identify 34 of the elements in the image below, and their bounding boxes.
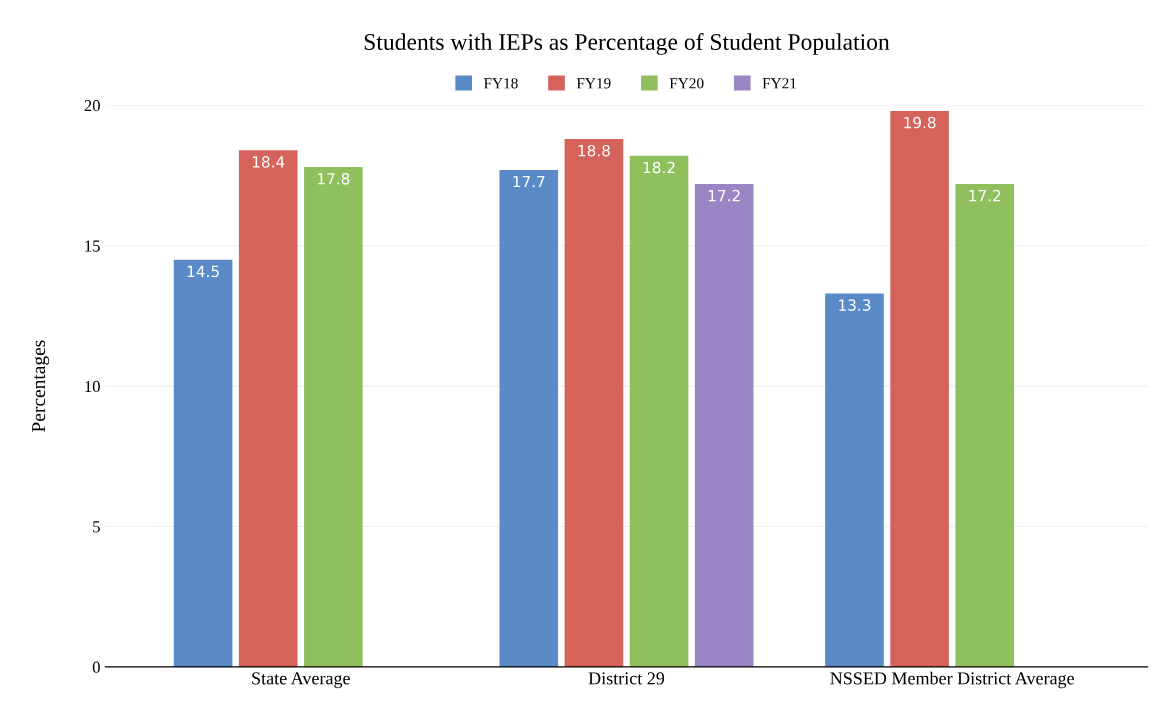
y-tick-label: 20 bbox=[84, 100, 100, 112]
y-tick-label: 15 bbox=[85, 240, 100, 252]
bar bbox=[238, 150, 298, 667]
data-label: 18.2 bbox=[643, 161, 675, 174]
x-tick-label: State Average bbox=[252, 672, 350, 689]
y-axis-title: Percentages bbox=[32, 340, 50, 432]
data-label: 17.7 bbox=[513, 175, 545, 188]
data-label: 17.2 bbox=[708, 189, 740, 202]
data-label: 13.3 bbox=[839, 299, 871, 311]
y-tick-label: 10 bbox=[85, 380, 100, 393]
legend-label: FY21 bbox=[762, 78, 797, 89]
bar bbox=[629, 155, 689, 667]
data-label: 19.8 bbox=[904, 116, 936, 129]
x-tick-label: NSSED Member District Average bbox=[830, 671, 1074, 689]
bar bbox=[694, 183, 754, 667]
data-label: 17.8 bbox=[318, 172, 350, 185]
bar bbox=[304, 167, 363, 667]
legend-label: FY19 bbox=[576, 78, 611, 89]
data-label: 14.5 bbox=[187, 265, 219, 278]
legend-label: FY18 bbox=[483, 78, 518, 89]
data-label: 17.2 bbox=[969, 189, 1001, 202]
data-label: 18.8 bbox=[578, 144, 610, 157]
data-label: 18.4 bbox=[252, 156, 285, 168]
x-tick-label: District 29 bbox=[588, 672, 665, 685]
y-tick-label: 5 bbox=[93, 521, 100, 533]
bar bbox=[173, 259, 233, 667]
bar bbox=[955, 183, 1015, 667]
chart-title: Students with IEPs as Percentage of Student Population bbox=[364, 33, 890, 55]
bar bbox=[825, 293, 884, 667]
bar bbox=[890, 110, 949, 667]
bar bbox=[564, 139, 624, 667]
y-tick-label: 0 bbox=[92, 661, 100, 673]
bar bbox=[499, 169, 559, 667]
legend-label: FY20 bbox=[669, 78, 704, 89]
